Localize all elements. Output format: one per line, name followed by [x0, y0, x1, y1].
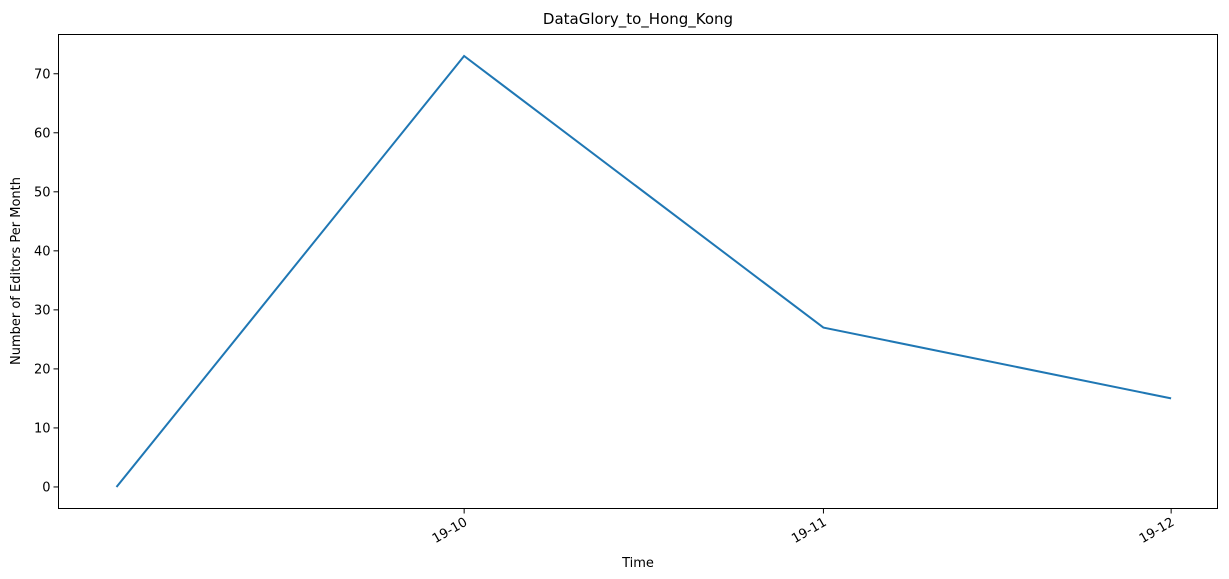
y-tick-label: 50 — [34, 185, 51, 200]
y-tick-label: 10 — [34, 421, 51, 436]
x-tick-label: 19-11 — [789, 515, 829, 547]
y-tick-label: 20 — [34, 362, 51, 377]
y-tick-label: 30 — [34, 303, 51, 318]
y-axis-label: Number of Editors Per Month — [9, 177, 24, 365]
plot-frame — [58, 34, 1218, 509]
y-tick-label: 40 — [34, 244, 51, 259]
y-axis: 0 10 20 30 40 50 60 70 — [34, 67, 59, 495]
y-tick-label: 70 — [34, 67, 51, 82]
x-tick-label: 19-10 — [430, 515, 470, 547]
x-axis-label: Time — [621, 556, 654, 571]
series-line — [115, 54, 1172, 488]
y-tick-label: 60 — [34, 126, 51, 141]
x-tick-label: 19-12 — [1137, 515, 1177, 547]
chart-title: DataGlory_to_Hong_Kong — [543, 10, 733, 29]
y-tick-label: 0 — [42, 480, 50, 495]
x-axis: 19-10 19-11 19-12 — [430, 508, 1177, 547]
